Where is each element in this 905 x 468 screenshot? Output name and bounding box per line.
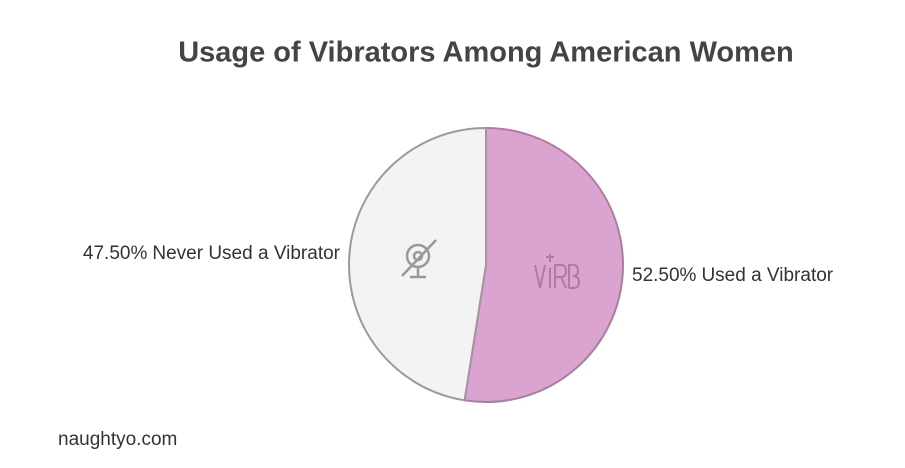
pie xyxy=(348,126,624,403)
value-label: 47.50% xyxy=(83,243,148,264)
slice xyxy=(463,126,624,403)
category-label: Never Used a Vibrator xyxy=(152,243,340,264)
slice xyxy=(348,126,487,402)
icon-used xyxy=(534,254,581,289)
icon-never xyxy=(401,239,437,279)
chart-title: Usage of Vibrators Among American Women xyxy=(178,37,794,69)
source: naughtyo.com xyxy=(58,429,177,450)
slice-label: 47.50% Never Used a Vibrator xyxy=(83,243,341,264)
value-label: 52.50% xyxy=(632,265,697,286)
slice-label: 52.50% Used a Vibrator xyxy=(632,265,834,286)
category-label: Used a Vibrator xyxy=(701,265,833,286)
